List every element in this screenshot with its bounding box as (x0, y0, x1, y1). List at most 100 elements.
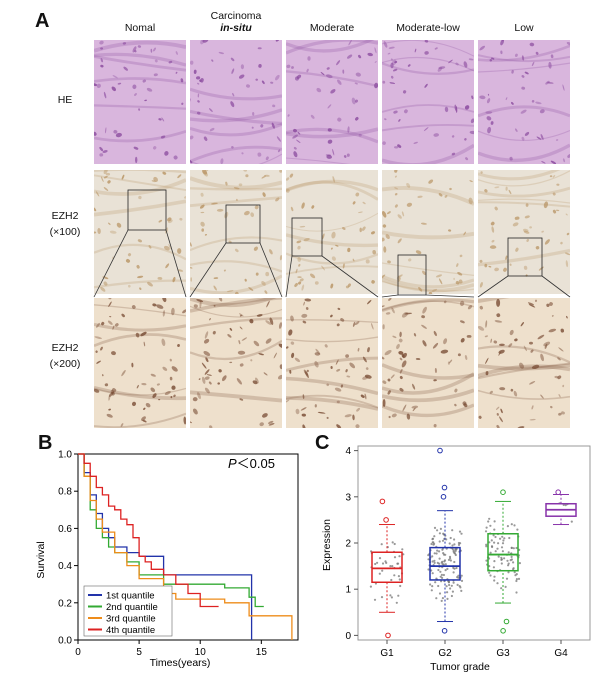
data-point (380, 596, 384, 599)
data-point (438, 550, 441, 553)
micrograph-ezh2-200-2 (190, 298, 282, 428)
data-point (427, 568, 430, 571)
data-point (449, 536, 452, 540)
y-tick-label: 0.0 (58, 636, 72, 647)
data-point (508, 536, 511, 540)
data-point (446, 597, 449, 600)
legend-label: 2nd quantile (106, 602, 158, 613)
data-point (488, 571, 491, 574)
data-point (431, 585, 434, 588)
iqr-box (487, 533, 519, 572)
data-point (490, 539, 493, 542)
data-point (493, 541, 496, 544)
data-point (437, 568, 440, 572)
column-header-line1: Moderate (309, 22, 355, 34)
data-point (501, 542, 505, 545)
box-G3 (484, 489, 521, 634)
data-point (564, 504, 567, 507)
data-point (433, 561, 436, 564)
data-point (381, 562, 385, 565)
panel-b-label: B (38, 432, 53, 454)
data-point (397, 575, 400, 578)
row-label-line1: EZH2 (51, 342, 79, 354)
data-point (453, 538, 456, 541)
data-point (440, 561, 443, 564)
x-tick-label: G1 (380, 648, 394, 659)
data-point (454, 552, 457, 555)
data-point (513, 524, 516, 527)
column-header-line1: Carcinoma (210, 10, 262, 22)
micrograph-ezh2-100-4 (382, 170, 474, 294)
column-header-normal: Nomal (94, 22, 186, 34)
micrograph-he-3 (286, 40, 378, 164)
data-point (440, 599, 443, 602)
data-point (500, 556, 503, 559)
data-point (518, 562, 521, 565)
y-tick-label: 2 (345, 539, 351, 550)
data-point (399, 584, 402, 588)
data-point (460, 532, 463, 535)
data-point (380, 543, 383, 546)
data-point (451, 590, 454, 593)
column-header-carcinoma: Carcinoma in-situ (190, 10, 282, 34)
column-header-line2: in-situ (220, 22, 252, 34)
row-label-line2: (×100) (49, 226, 81, 238)
data-point (456, 583, 459, 586)
box-G2 (427, 447, 464, 634)
micrograph-ezh2-200-4 (382, 298, 474, 428)
data-point (500, 558, 503, 561)
data-point (454, 549, 457, 553)
micrograph-ezh2-100-1 (94, 170, 186, 294)
data-point (433, 552, 436, 555)
survival-curve-2 (78, 453, 264, 608)
y-tick-label: 4 (345, 446, 351, 457)
survival-curve-3 (78, 453, 293, 640)
y-tick-label: 1.0 (58, 450, 72, 461)
micrograph-ezh2-100-5 (478, 170, 570, 294)
data-point (485, 526, 488, 529)
outlier-point (379, 498, 386, 505)
data-point (452, 566, 455, 569)
micrograph-he-5 (478, 40, 570, 164)
data-point (459, 542, 462, 545)
data-point (503, 537, 506, 540)
data-point (393, 556, 397, 559)
data-point (401, 548, 404, 551)
box-G4 (545, 489, 577, 526)
x-tick-label: 10 (195, 647, 207, 658)
data-point (570, 520, 573, 523)
data-point (376, 561, 379, 564)
data-point (500, 546, 504, 549)
data-point (512, 547, 515, 550)
boxplot-ylabel: Expression (321, 519, 333, 571)
data-point (516, 528, 519, 531)
data-point (506, 525, 509, 528)
data-point (374, 562, 377, 566)
data-point (440, 573, 443, 576)
data-point (494, 550, 497, 553)
data-point (435, 577, 438, 580)
panel-a-label: A (35, 10, 50, 32)
data-point (432, 543, 435, 546)
data-point (447, 558, 451, 561)
outlier-point (500, 628, 506, 634)
survival-plot-frame (77, 453, 299, 641)
data-point (455, 566, 458, 570)
data-point (485, 559, 488, 562)
x-tick-label: 5 (136, 647, 142, 658)
box-G1 (369, 498, 405, 639)
data-point (507, 551, 510, 554)
data-point (493, 528, 496, 531)
micrograph-he-4 (382, 40, 474, 164)
data-point (445, 585, 448, 588)
boxplot-xlabel: Tumor grade (430, 661, 490, 673)
data-point (507, 571, 510, 574)
data-point (389, 565, 392, 568)
x-tick-label: G4 (554, 648, 568, 659)
data-point (431, 560, 434, 563)
data-point (430, 589, 433, 592)
outlier-point (440, 494, 447, 500)
data-point (448, 583, 451, 587)
data-point (389, 594, 392, 597)
data-point (458, 530, 462, 533)
